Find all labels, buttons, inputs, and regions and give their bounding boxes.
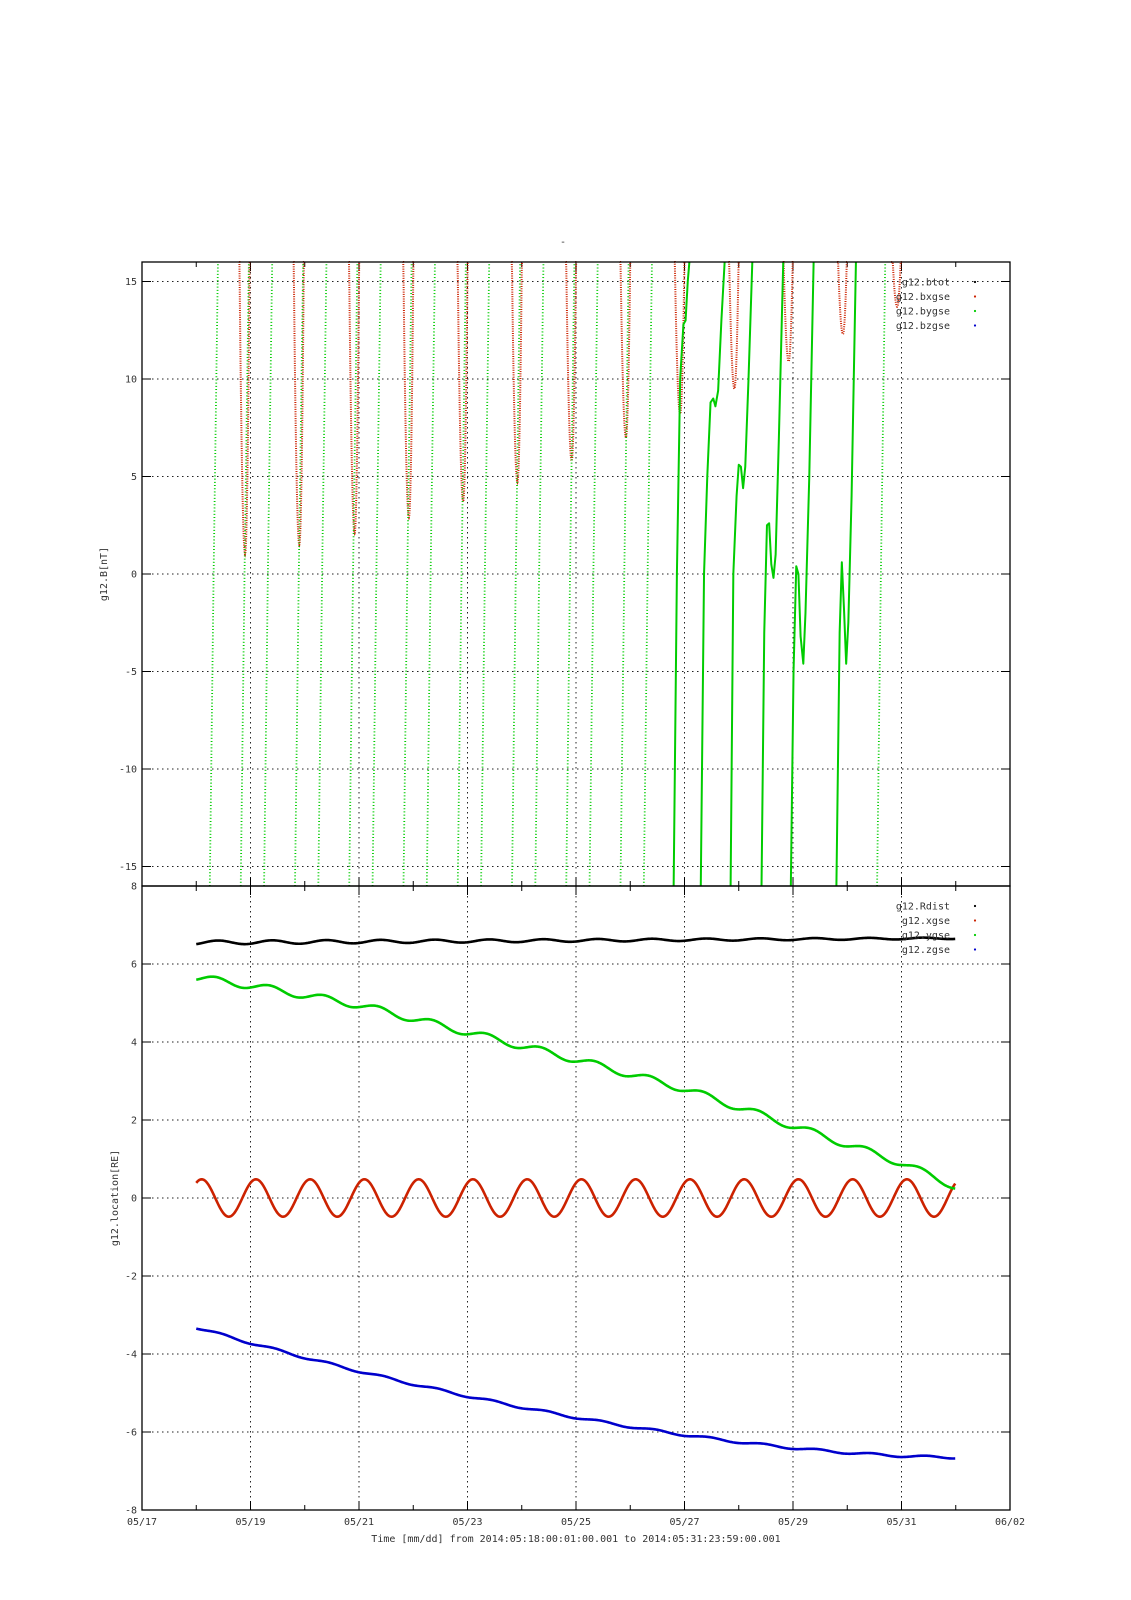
legend-entry-marker — [973, 295, 977, 298]
top-y-axis-label: g12.B[nT] — [99, 547, 110, 601]
legend-entry-marker — [973, 309, 977, 313]
x-tick-label: 05/21 — [344, 1517, 374, 1528]
bxgse-dip — [891, 261, 902, 309]
x-tick-label: 05/27 — [669, 1517, 699, 1528]
y-tick-label: -2 — [125, 1272, 137, 1283]
bxgse-dip — [619, 261, 632, 440]
y-tick-label: 2 — [131, 1116, 137, 1127]
bygse-sweep — [699, 261, 726, 887]
y-tick-label: 6 — [131, 960, 137, 971]
y-tick-label: 15 — [125, 277, 137, 288]
x-tick-labels: 05/17 05/19 05/21 05/23 05/25 05/27 05/29 05/31… — [127, 1517, 1025, 1528]
legend-entry-label: g12.Rdist — [896, 902, 950, 913]
y-tick-label: -15 — [119, 862, 137, 873]
x-tick-label: 06/02 — [995, 1517, 1025, 1528]
x-tick-label: 05/19 — [235, 1517, 265, 1528]
x-tick-label: 05/23 — [452, 1517, 482, 1528]
bygse-sweep — [789, 261, 815, 887]
y-tick-label: -5 — [125, 667, 137, 678]
y-tick-label: 0 — [131, 570, 137, 581]
bxgse-dip — [782, 261, 794, 364]
y-tick-label: 10 — [125, 375, 137, 386]
x-tick-label: 05/29 — [778, 1517, 808, 1528]
y-tick-label: -10 — [119, 765, 137, 776]
top-series — [208, 261, 902, 887]
rdist-line — [196, 936, 956, 946]
legend-entry-marker — [973, 904, 977, 908]
x-tick-label: 05/17 — [127, 1517, 157, 1528]
y-tick-label: 4 — [131, 1038, 137, 1049]
legend-entry-marker — [973, 919, 977, 922]
bottom-series — [195, 936, 957, 1460]
x-tick-label: 05/31 — [886, 1517, 916, 1528]
bottom-gridlines — [142, 886, 1010, 1510]
legend-entry-label: g12.bygse — [896, 307, 950, 318]
y-tick-label: -6 — [125, 1428, 137, 1439]
bygse-sweep — [588, 261, 599, 887]
bygse-sweep — [835, 261, 857, 887]
bxgse-dip — [292, 261, 305, 548]
bxgse-dip — [347, 261, 361, 537]
x-axis-label: Time [mm/dd] from 2014:05:18:00:01:00.00… — [371, 1534, 780, 1545]
bottom-y-axis-label: g12.location[RE] — [110, 1150, 121, 1246]
legend-entry-marker — [973, 280, 977, 284]
bxgse-dip — [728, 261, 740, 391]
ygse-line — [196, 975, 956, 1190]
top-y-tick-labels: -15 -10 -5 0 5 10 15 — [119, 277, 137, 873]
y-tick-label: 0 — [131, 1194, 137, 1205]
bottom-y-tick-labels: -8 -6 -4 -2 0 2 4 6 8 — [125, 882, 137, 1517]
bygse-sweep — [456, 261, 467, 887]
bottom-plot-frame — [141, 885, 1011, 1511]
legend-entry-marker — [973, 948, 977, 951]
legend-entry-label: g12.xgse — [902, 916, 950, 927]
bxgse-dip — [564, 261, 578, 464]
panel-location: -8 -6 -4 -2 0 2 4 6 8 g12.location[RE] g12.Rdist… — [110, 882, 1011, 1517]
y-tick-label: -4 — [125, 1350, 137, 1361]
zgse-line — [195, 1327, 956, 1460]
bygse-sweep — [729, 261, 754, 887]
panel-magnetic-field: -15 -10 -5 0 5 10 15 g12.B[nT] g12.btot g12.bxg… — [99, 261, 1011, 887]
bygse-sweep — [208, 261, 219, 887]
legend-entry-label: g12.bxgse — [896, 292, 950, 303]
xgse-line — [195, 1177, 957, 1219]
y-tick-label: -8 — [125, 1506, 137, 1517]
legend-entry-label: g12.bzgse — [896, 321, 950, 332]
chart-title: - — [560, 237, 566, 248]
bottom-ticks — [141, 885, 1011, 1511]
bygse-sweep — [371, 261, 382, 887]
bxgse-dip — [238, 261, 251, 558]
bxgse-dip — [836, 261, 848, 336]
bygse-sweep — [672, 261, 691, 887]
bygse-sweep — [760, 261, 785, 887]
legend-entry-marker — [973, 933, 977, 937]
top-gridlines — [142, 262, 1010, 886]
bottom-legend: g12.Rdist g12.xgse g12.ygse g12.zgse — [896, 902, 977, 956]
y-tick-label: 8 — [131, 882, 137, 893]
y-tick-label: 5 — [131, 472, 137, 483]
legend-entry-marker — [973, 324, 977, 327]
bxgse-dip — [510, 261, 523, 485]
bygse-sweep — [294, 261, 305, 887]
top-legend: g12.btot g12.bxgse g12.bygse g12.bzgse — [896, 278, 977, 332]
legend-entry-label: g12.btot — [902, 278, 950, 289]
x-tick-label: 05/25 — [561, 1517, 591, 1528]
bxgse-dip — [673, 261, 686, 417]
legend-entry-label: g12.ygse — [902, 931, 950, 942]
legend-entry-label: g12.zgse — [902, 945, 950, 956]
